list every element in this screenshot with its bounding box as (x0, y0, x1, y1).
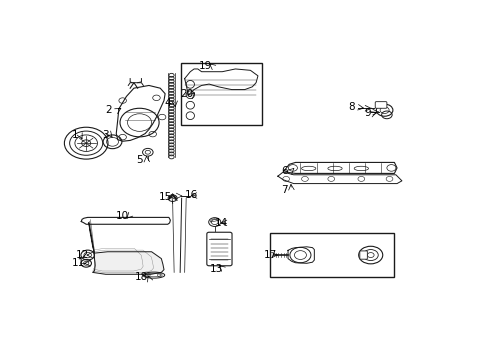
Polygon shape (89, 223, 164, 274)
Text: 20: 20 (180, 89, 193, 99)
Text: 16: 16 (184, 190, 197, 200)
Text: 3: 3 (102, 130, 108, 140)
Bar (181, 64, 261, 125)
Text: 10: 10 (116, 211, 129, 221)
Text: 1: 1 (72, 130, 78, 140)
Text: 6: 6 (280, 166, 287, 176)
FancyBboxPatch shape (375, 102, 386, 108)
Text: 7: 7 (280, 185, 287, 195)
Text: 14: 14 (214, 218, 227, 228)
Polygon shape (287, 247, 314, 263)
Text: 11: 11 (72, 258, 85, 268)
Text: 19: 19 (198, 61, 212, 71)
Text: 2: 2 (105, 105, 112, 115)
FancyBboxPatch shape (359, 251, 366, 259)
Text: 8: 8 (348, 102, 354, 112)
Polygon shape (277, 172, 401, 183)
Text: 9: 9 (364, 108, 371, 118)
Text: 15: 15 (158, 192, 171, 202)
Text: 12: 12 (76, 250, 89, 260)
Text: 4: 4 (164, 98, 171, 108)
Text: 18: 18 (135, 272, 148, 282)
Polygon shape (81, 217, 170, 224)
FancyBboxPatch shape (206, 232, 231, 266)
Text: 13: 13 (210, 264, 223, 274)
Text: 5: 5 (136, 155, 143, 165)
Bar (270, 233, 393, 277)
Polygon shape (284, 162, 396, 174)
Text: 17: 17 (263, 250, 276, 260)
